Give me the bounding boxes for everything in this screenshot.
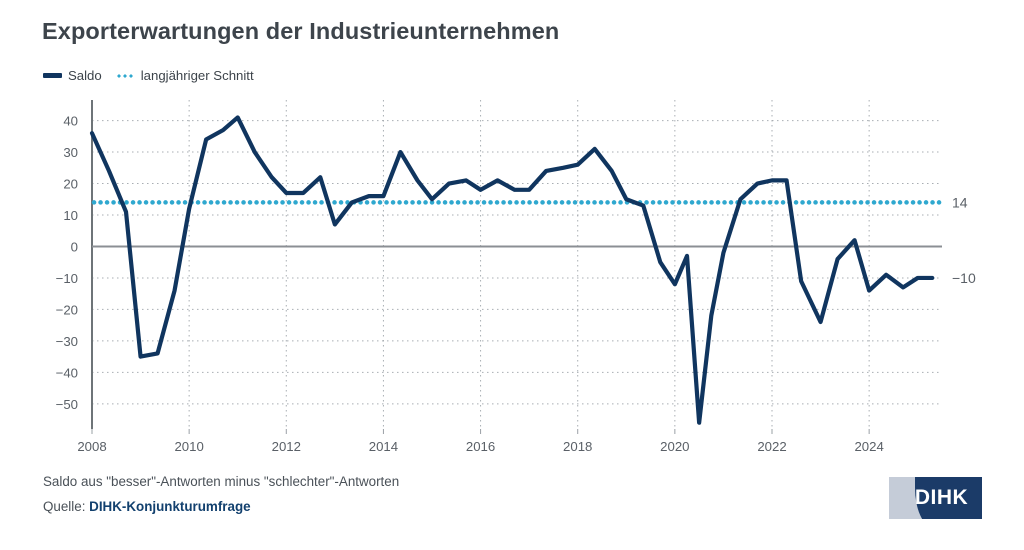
y-tick-label: 30: [63, 145, 78, 160]
saldo-line: [89, 115, 935, 425]
legend-label-saldo: Saldo: [68, 68, 102, 83]
x-tick-label: 2022: [757, 439, 786, 454]
source-link[interactable]: DIHK-Konjunkturumfrage: [89, 499, 251, 514]
chart-legend: Saldo langjähriger Schnitt: [43, 68, 254, 83]
y-tick-label: −10: [56, 271, 78, 286]
y-tick-label: 10: [63, 208, 78, 223]
y-tick-label: −50: [56, 397, 78, 412]
chart-footnote: Saldo aus "besser"-Antworten minus "schl…: [43, 474, 400, 489]
legend-label-average: langjähriger Schnitt: [140, 68, 254, 83]
y-tick-label: −20: [56, 302, 78, 317]
dotted-line-swatch-icon: [115, 73, 135, 78]
last-value-label: −10: [952, 270, 976, 286]
y-tick-label: −40: [56, 365, 78, 380]
average-value-label: 14: [952, 194, 968, 210]
legend-item-average: langjähriger Schnitt: [115, 68, 254, 83]
source-prefix: Quelle:: [43, 499, 90, 514]
y-tick-label: 20: [63, 177, 78, 192]
y-tick-label: −30: [56, 334, 78, 349]
x-tick-label: 2010: [174, 439, 203, 454]
x-tick-label: 2014: [369, 439, 398, 454]
page-title: Exporterwartungen der Industrieunternehm…: [42, 18, 560, 44]
logo-curve-shape: [915, 477, 941, 519]
logo-text: DIHK: [914, 486, 969, 509]
legend-item-saldo: Saldo: [43, 68, 102, 83]
x-tick-label: 2008: [77, 439, 106, 454]
solid-line-swatch-icon: [43, 73, 62, 78]
dihk-logo: DIHK: [888, 476, 983, 520]
x-tick-label: 2012: [272, 439, 301, 454]
x-tick-label: 2024: [854, 439, 883, 454]
y-tick-label: 40: [63, 114, 78, 129]
y-tick-label: 0: [71, 239, 78, 254]
x-tick-label: 2020: [660, 439, 689, 454]
chart-source: Quelle: DIHK-Konjunkturumfrage: [43, 499, 251, 514]
x-tick-label: 2016: [466, 439, 495, 454]
x-tick-label: 2018: [563, 439, 592, 454]
